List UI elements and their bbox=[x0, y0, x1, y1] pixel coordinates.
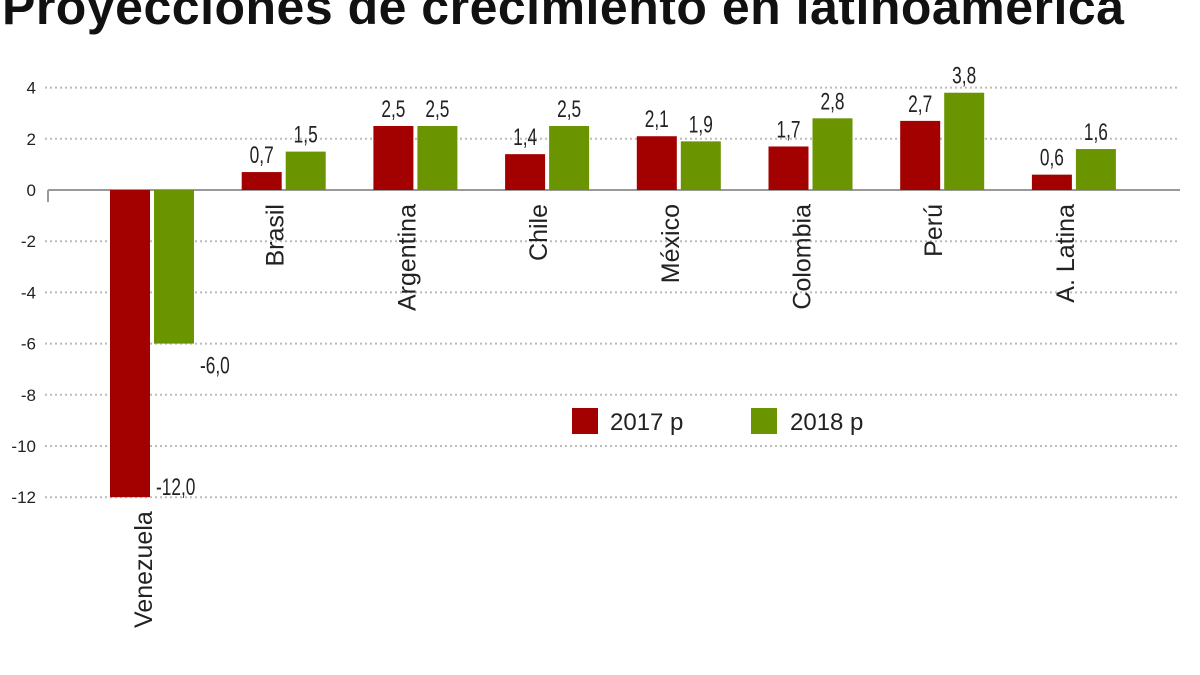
bar-2018 bbox=[417, 126, 458, 190]
bar-2017 bbox=[110, 190, 150, 498]
bar-2018 bbox=[285, 151, 326, 190]
bar-2018 bbox=[812, 118, 853, 190]
category-label: Brasil bbox=[262, 204, 290, 267]
bar-2018 bbox=[944, 92, 985, 190]
bar-2017 bbox=[505, 154, 546, 190]
data-label: 1,5 bbox=[294, 122, 318, 148]
bar-2017 bbox=[373, 126, 414, 190]
bar-2018 bbox=[154, 190, 194, 344]
bar-2017 bbox=[900, 120, 941, 190]
bar-2017 bbox=[1031, 174, 1072, 190]
y-tick-label: -2 bbox=[21, 232, 36, 251]
bar-2018 bbox=[1075, 149, 1116, 190]
y-tick-label: 2 bbox=[27, 130, 36, 149]
data-label: -12,0 bbox=[156, 475, 195, 501]
legend-swatch-2018 bbox=[751, 408, 777, 434]
category-label: Perú bbox=[920, 204, 948, 257]
y-tick-label: 0 bbox=[27, 181, 36, 200]
data-label: 1,9 bbox=[689, 112, 713, 138]
data-label: 3,8 bbox=[952, 63, 976, 89]
category-label: Venezuela bbox=[130, 511, 158, 628]
bar-2017 bbox=[241, 172, 282, 190]
data-label: 2,8 bbox=[820, 89, 844, 115]
legend-swatch-2017 bbox=[572, 408, 598, 434]
y-tick-label: -6 bbox=[21, 335, 36, 354]
data-label: 2,5 bbox=[381, 96, 405, 122]
data-label: 2,7 bbox=[908, 91, 932, 117]
bar-2017 bbox=[636, 136, 677, 190]
category-label: Argentina bbox=[393, 204, 421, 311]
data-label: 0,6 bbox=[1040, 145, 1064, 171]
data-label: 2,1 bbox=[645, 107, 669, 133]
data-label: -6,0 bbox=[200, 353, 230, 379]
data-label: 1,7 bbox=[776, 117, 800, 143]
y-tick-label: -12 bbox=[11, 488, 36, 507]
category-label: Chile bbox=[525, 204, 553, 261]
y-tick-label: -8 bbox=[21, 386, 36, 405]
category-label: México bbox=[657, 204, 685, 283]
chart-title: Proyecciones de crecimiento en latinoamé… bbox=[2, 0, 1125, 35]
legend-label: 2018 p bbox=[790, 409, 863, 436]
y-tick-label: -10 bbox=[11, 437, 36, 456]
data-label: 1,4 bbox=[513, 125, 537, 151]
y-tick-label: 4 bbox=[27, 79, 36, 98]
bar-2017 bbox=[768, 146, 809, 190]
legend-label: 2017 p bbox=[610, 409, 683, 436]
data-label: 2,5 bbox=[557, 96, 581, 122]
data-label: 1,6 bbox=[1084, 119, 1108, 145]
bar-2018 bbox=[549, 126, 590, 190]
category-label: Colombia bbox=[789, 204, 817, 310]
data-label: 0,7 bbox=[250, 142, 274, 168]
bar-2018 bbox=[680, 141, 721, 190]
category-label: A. Latina bbox=[1052, 204, 1080, 303]
data-label: 2,5 bbox=[425, 96, 449, 122]
y-tick-label: -4 bbox=[21, 283, 36, 302]
